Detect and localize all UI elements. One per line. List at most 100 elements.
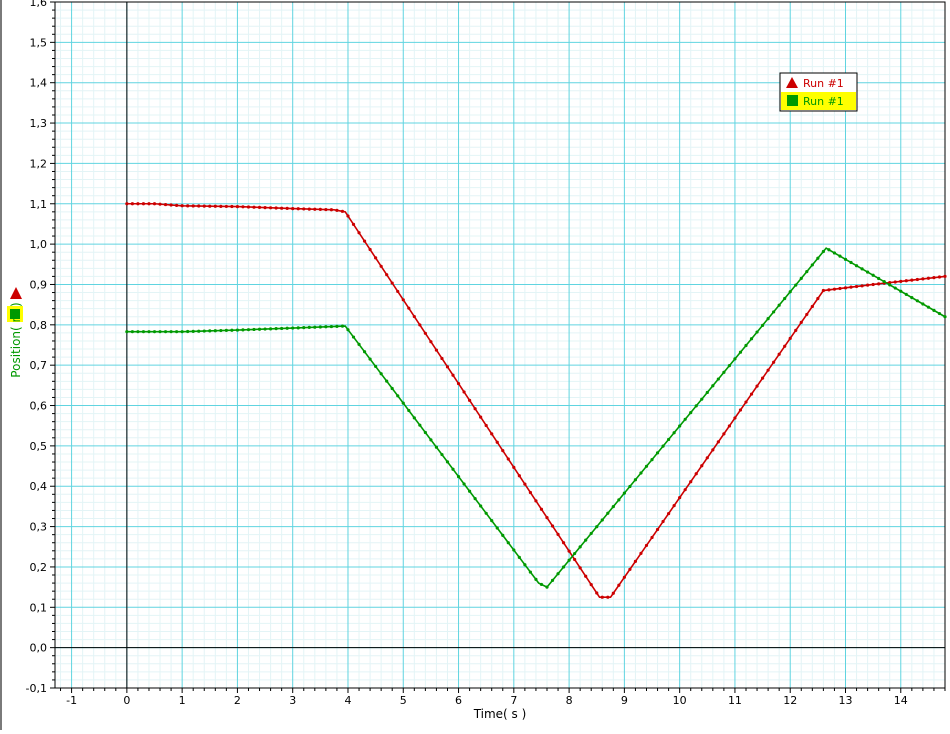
data-point: [396, 394, 400, 398]
data-point: [617, 583, 621, 587]
data-point: [285, 206, 289, 211]
data-point: [291, 326, 295, 330]
data-point: [451, 467, 455, 471]
data-point: [561, 541, 566, 545]
y-tick-label: -0,1: [26, 682, 47, 695]
data-point: [882, 280, 886, 284]
data-point: [412, 314, 416, 319]
data-point: [760, 376, 765, 380]
data-point: [611, 504, 615, 509]
data-point: [749, 337, 754, 341]
legend-label: Run #1: [803, 77, 844, 90]
data-point: [639, 471, 643, 475]
data-point: [794, 328, 798, 332]
data-point: [733, 416, 737, 420]
data-point: [152, 202, 157, 206]
data-point: [429, 438, 433, 442]
data-point: [418, 323, 422, 327]
data-point: [136, 330, 140, 334]
data-point: [401, 401, 405, 405]
data-point: [318, 207, 322, 212]
data-point: [600, 518, 604, 522]
data-point: [595, 591, 599, 595]
y-tick-label: 1,4: [30, 77, 48, 90]
x-tick-label: 2: [234, 694, 241, 707]
data-point: [805, 270, 809, 274]
x-tick-label: 1: [179, 694, 186, 707]
data-point: [733, 357, 737, 361]
data-point: [655, 527, 660, 532]
data-point: [871, 273, 875, 277]
data-point: [937, 275, 942, 279]
y-tick-label: 0,9: [30, 278, 48, 291]
data-point: [628, 567, 632, 571]
data-point: [456, 474, 461, 479]
data-point: [407, 408, 411, 413]
data-point: [368, 357, 372, 361]
data-point: [374, 256, 378, 260]
data-point: [893, 286, 897, 290]
data-point: [257, 327, 262, 331]
data-point: [268, 327, 273, 331]
data-point: [550, 578, 555, 583]
data-point: [567, 558, 571, 562]
data-point: [202, 204, 206, 208]
data-point: [473, 497, 477, 501]
data-point: [772, 310, 776, 314]
data-point: [611, 591, 615, 595]
y-tick-label: 0,6: [30, 400, 48, 413]
data-point: [246, 205, 251, 209]
data-point: [479, 504, 483, 508]
data-point: [816, 256, 820, 260]
data-point: [197, 204, 201, 208]
data-point: [202, 329, 206, 333]
data-point: [197, 329, 201, 333]
data-point: [926, 276, 931, 280]
data-point: [495, 440, 499, 444]
series-2: [125, 247, 947, 589]
data-point: [661, 519, 665, 524]
data-point: [368, 247, 372, 252]
data-point: [556, 532, 560, 536]
data-point: [838, 254, 842, 258]
data-point: [263, 327, 267, 331]
data-point: [484, 423, 488, 428]
data-point: [263, 206, 267, 210]
data-point: [595, 525, 599, 529]
data-point: [396, 289, 400, 294]
data-point: [838, 286, 842, 291]
data-point: [528, 490, 533, 495]
data-point: [799, 320, 803, 324]
data-point: [926, 305, 931, 309]
data-point: [799, 276, 803, 280]
data-point: [766, 368, 770, 372]
data-point: [877, 276, 881, 281]
data-point: [445, 365, 450, 369]
data-point: [230, 204, 234, 209]
data-point: [556, 572, 560, 576]
data-point: [633, 559, 638, 563]
data-point: [672, 504, 676, 508]
y-tick-label: 1,0: [30, 238, 48, 251]
data-point: [302, 207, 306, 211]
data-point: [523, 482, 527, 486]
data-point: [501, 533, 505, 537]
data-point: [335, 208, 339, 212]
data-point: [606, 511, 610, 515]
x-tick-label: 10: [673, 694, 687, 707]
data-point: [915, 277, 919, 282]
data-point: [644, 464, 649, 468]
data-point: [495, 526, 499, 530]
x-tick-label: 0: [123, 694, 130, 707]
data-point: [910, 296, 914, 300]
data-point: [130, 202, 134, 206]
data-point: [849, 285, 853, 289]
data-point: [860, 284, 864, 288]
x-tick-label: 9: [621, 694, 628, 707]
data-point: [843, 286, 848, 290]
data-point: [434, 445, 439, 449]
data-point: [418, 423, 422, 427]
data-point: [683, 488, 687, 492]
legend-square-icon: [787, 95, 798, 106]
data-point: [351, 222, 356, 226]
